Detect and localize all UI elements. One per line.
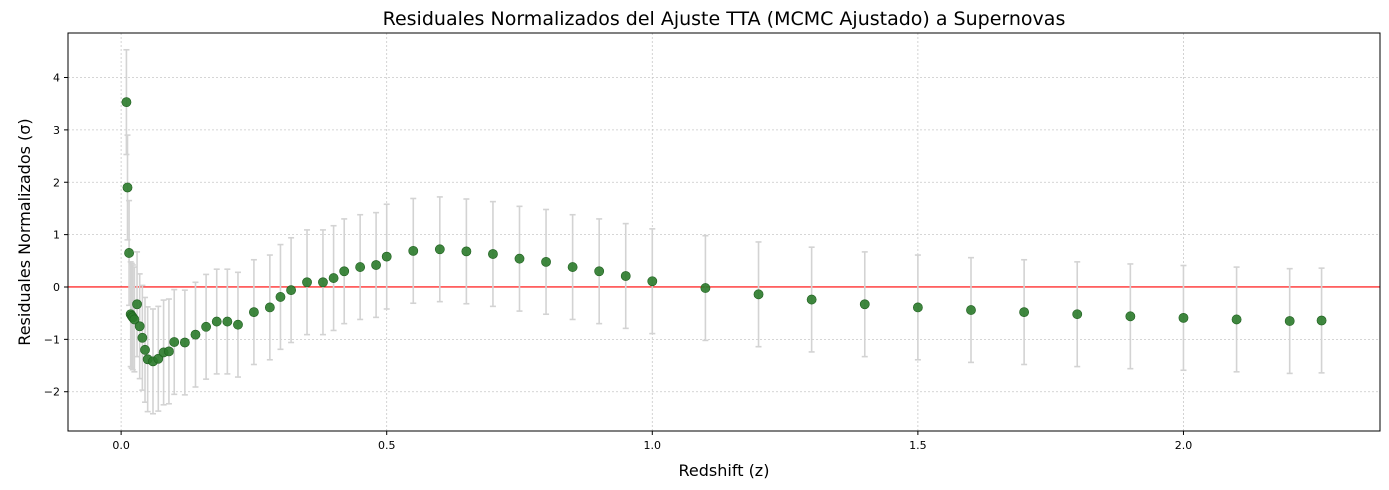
data-point	[302, 277, 312, 288]
y-tick-label: −1	[44, 333, 60, 346]
y-tick-label: 1	[53, 229, 60, 242]
x-tick-label: 0.5	[378, 439, 396, 452]
data-point	[275, 292, 286, 302]
y-tick-label: 3	[53, 124, 60, 137]
chart-title: Residuales Normalizados del Ajuste TTA (…	[383, 8, 1066, 30]
data-point	[129, 314, 140, 325]
data-point	[434, 244, 445, 255]
data-point	[541, 256, 551, 267]
data-point	[164, 346, 174, 357]
data-point	[1231, 314, 1242, 325]
data-point	[912, 302, 923, 313]
data-point	[211, 316, 222, 327]
y-axis-title: Residuales Normalizados (σ)	[15, 118, 34, 345]
data-point	[408, 245, 419, 256]
data-point	[461, 246, 472, 257]
data-point	[806, 294, 817, 305]
x-tick-label: 1.5	[909, 439, 927, 452]
y-tick-label: 0	[53, 281, 60, 294]
error-bars	[123, 48, 1325, 415]
data-point	[371, 260, 381, 270]
x-axis-title: Redshift (z)	[679, 461, 770, 480]
data-point	[190, 329, 201, 340]
data-point	[567, 262, 578, 272]
y-tick-label: 2	[53, 176, 60, 189]
data-point	[647, 276, 658, 287]
data-point	[966, 305, 976, 315]
axis-ticks: 0.0 0.5 1.0 1.5 2.0 −2 −1 0 1 2 3 4	[44, 72, 1192, 452]
data-point	[1316, 315, 1327, 326]
data-point	[140, 344, 150, 355]
data-point	[1072, 309, 1083, 320]
data-point	[137, 332, 148, 343]
data-point	[514, 253, 525, 264]
data-point	[122, 182, 133, 193]
data-point	[153, 353, 164, 364]
data-point	[355, 262, 366, 272]
grid-lines	[68, 33, 1380, 431]
data-point	[132, 299, 142, 310]
data-point	[1019, 307, 1030, 318]
data-point	[286, 285, 296, 296]
data-point	[1125, 311, 1136, 322]
data-point	[264, 302, 275, 313]
data-point	[233, 319, 243, 330]
data-point	[488, 249, 498, 259]
data-point	[700, 283, 711, 293]
data-points	[121, 97, 1327, 367]
y-tick-label: −2	[44, 386, 60, 399]
data-point	[381, 251, 392, 262]
data-point	[179, 337, 190, 348]
x-tick-label: 1.0	[644, 439, 662, 452]
data-point	[339, 266, 350, 277]
data-point	[620, 271, 631, 281]
x-tick-label: 0.0	[112, 439, 130, 452]
data-point	[594, 266, 605, 277]
data-point	[1178, 312, 1189, 323]
data-point	[201, 321, 212, 332]
data-point	[753, 289, 764, 300]
x-tick-label: 2.0	[1175, 439, 1193, 452]
data-point	[121, 97, 132, 108]
data-point	[169, 337, 180, 347]
y-tick-label: 4	[53, 72, 60, 85]
plot-frame	[67, 32, 1381, 432]
data-point	[1284, 316, 1295, 326]
data-point	[134, 321, 145, 332]
data-point	[222, 316, 233, 327]
data-point	[859, 299, 870, 310]
data-point	[249, 307, 259, 318]
data-point	[124, 248, 134, 258]
data-point	[318, 277, 328, 288]
data-point	[328, 273, 339, 283]
